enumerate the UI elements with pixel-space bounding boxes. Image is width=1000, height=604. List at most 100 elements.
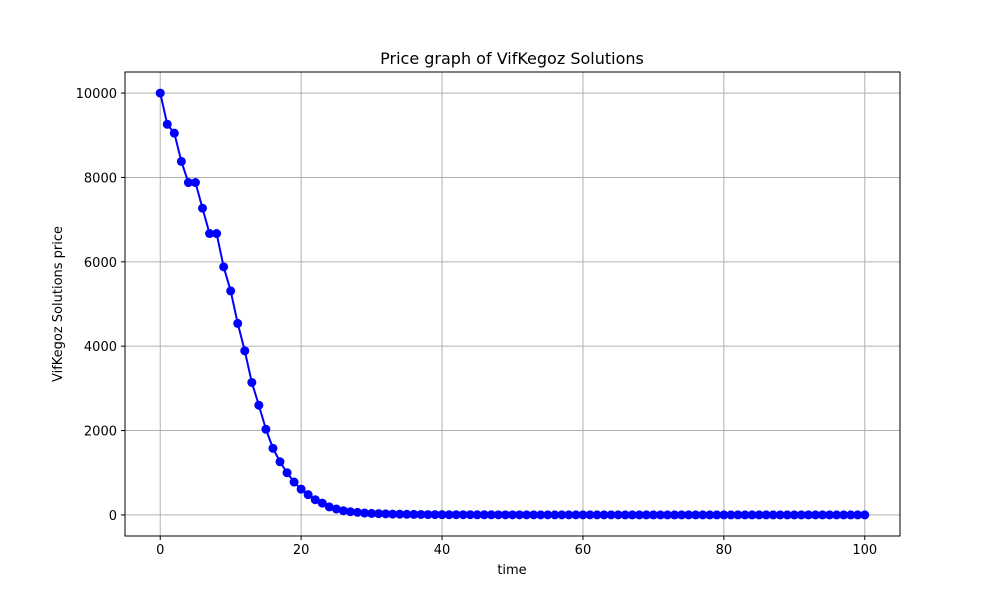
data-point: [853, 510, 863, 520]
data-point: [726, 510, 736, 520]
data-point: [233, 318, 243, 328]
data-point: [550, 510, 560, 520]
data-point: [226, 286, 236, 296]
data-point: [388, 509, 398, 519]
y-tick-label: 2000: [84, 425, 117, 440]
data-point: [606, 510, 616, 520]
data-point: [536, 510, 546, 520]
data-point: [381, 509, 391, 519]
data-point: [557, 510, 567, 520]
data-point: [212, 229, 222, 239]
data-point: [353, 507, 362, 517]
data-point: [402, 509, 412, 519]
data-point: [775, 510, 785, 520]
data-point: [648, 510, 658, 520]
data-point: [508, 510, 517, 520]
data-point: [416, 509, 426, 519]
data-point: [599, 510, 609, 520]
data-point: [641, 510, 651, 520]
data-point: [825, 510, 835, 520]
x-axis-label: time: [497, 563, 526, 578]
y-axis-ticks: 0 2000 4000 6000 8000 10000: [76, 87, 125, 524]
data-point: [247, 377, 257, 387]
data-point: [268, 443, 278, 453]
data-point: [705, 510, 715, 520]
data-point: [472, 510, 482, 520]
data-point: [324, 502, 334, 512]
data-point: [289, 477, 299, 487]
data-point: [409, 509, 419, 519]
data-point: [846, 510, 856, 520]
data-point: [162, 119, 172, 129]
data-point: [500, 510, 510, 520]
data-point: [345, 507, 355, 517]
data-point: [670, 510, 680, 520]
data-point: [585, 510, 595, 520]
data-point: [810, 510, 820, 520]
y-tick-label: 6000: [84, 256, 117, 271]
data-point: [458, 510, 468, 520]
data-point: [803, 510, 813, 520]
data-point: [768, 510, 778, 520]
data-point: [712, 510, 722, 520]
data-point: [832, 510, 842, 520]
data-point: [698, 510, 708, 520]
series-line-layer: [159, 92, 865, 516]
data-point: [634, 510, 644, 520]
data-point: [684, 510, 694, 520]
data-point: [303, 490, 313, 500]
data-point: [183, 178, 193, 188]
data-point: [190, 178, 200, 188]
y-tick-label: 0: [109, 509, 117, 524]
data-point: [761, 510, 771, 520]
x-tick-label: 60: [575, 543, 592, 558]
data-point: [169, 128, 179, 138]
data-point: [261, 424, 271, 434]
data-point: [317, 498, 327, 508]
series-marker-layer: [155, 88, 870, 520]
data-point: [529, 510, 539, 520]
y-tick-label: 4000: [84, 340, 117, 355]
x-tick-label: 80: [716, 543, 733, 558]
series-line: [159, 92, 865, 516]
x-tick-label: 40: [434, 543, 451, 558]
x-tick-label: 20: [293, 543, 310, 558]
y-tick-label: 10000: [76, 87, 117, 102]
data-point: [564, 510, 574, 520]
data-point: [465, 510, 475, 520]
data-point: [437, 510, 447, 520]
data-point: [486, 510, 496, 520]
y-axis-label: VifKegoz Solutions price: [51, 226, 66, 382]
data-point: [789, 510, 799, 520]
data-point: [205, 229, 215, 239]
data-point: [571, 510, 581, 520]
data-point: [592, 510, 602, 520]
data-point: [578, 510, 588, 520]
data-point: [430, 510, 440, 520]
data-point: [296, 484, 306, 494]
data-point: [254, 400, 264, 410]
data-point: [374, 509, 384, 519]
data-point: [198, 203, 207, 213]
data-point: [444, 510, 454, 520]
x-axis-ticks: 0 20 40 60 80 100: [156, 536, 877, 558]
data-point: [677, 510, 687, 520]
data-point: [479, 510, 489, 520]
data-point: [155, 88, 165, 98]
x-tick-label: 0: [156, 543, 164, 558]
data-point: [620, 510, 630, 520]
data-point: [740, 510, 750, 520]
grid: [125, 72, 900, 536]
data-point: [310, 495, 320, 505]
data-point: [818, 510, 827, 520]
data-point: [733, 510, 743, 520]
data-point: [655, 510, 665, 520]
data-point: [663, 510, 672, 520]
data-point: [796, 510, 806, 520]
data-point: [691, 510, 701, 520]
data-point: [543, 510, 553, 520]
chart-title: Price graph of VifKegoz Solutions: [380, 49, 644, 68]
data-point: [719, 510, 729, 520]
